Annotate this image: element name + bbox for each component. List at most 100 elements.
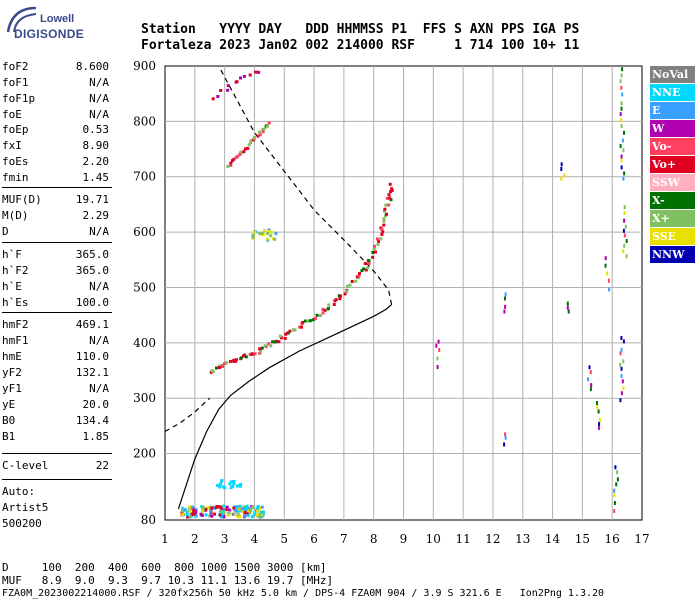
noise-echo-mark: [435, 343, 438, 348]
param-value: 1.85: [82, 430, 110, 443]
noise-echo-mark: [563, 173, 566, 178]
y-tick-label: 300: [133, 391, 156, 405]
es-echo-mark: [194, 508, 198, 512]
param-value: 2.29: [82, 209, 110, 222]
f2-echo-mark: [376, 242, 380, 246]
es-echo-mark: [213, 512, 217, 516]
param-fof1p: foF1p N/A: [2, 92, 109, 108]
upper-echo-mark: [242, 150, 246, 154]
es-echo-mark: [204, 508, 208, 512]
es-echo-mark: [245, 512, 249, 516]
mid-echo-mark: [267, 230, 271, 233]
param-label: B1: [2, 430, 16, 443]
noise-echo-mark: [504, 435, 507, 440]
upper-echo-mark: [258, 133, 262, 137]
x-tick-label: 10: [426, 532, 441, 546]
param-foe: foE N/A: [2, 108, 109, 124]
param-yf1: yF1 N/A: [2, 382, 109, 398]
top-echo-mark: [216, 95, 220, 98]
y-tick-label: 400: [133, 336, 156, 350]
noise-echo-mark: [620, 73, 623, 78]
f2-echo-mark: [384, 203, 388, 207]
f2-echo-mark: [239, 356, 243, 360]
noise-echo-mark: [620, 85, 623, 90]
noise-echo-mark: [625, 254, 628, 259]
es-echo-mark: [245, 504, 249, 508]
noise-echo-mark: [613, 488, 616, 493]
noise-echo-mark: [621, 379, 624, 384]
noise-echo-mark: [623, 211, 626, 215]
f2-echo-mark: [382, 209, 386, 213]
param-hmf2: hmF2 469.1: [2, 318, 109, 334]
f2-echo-mark: [339, 294, 343, 298]
f2-echo-mark: [357, 274, 361, 278]
f2-echo-mark: [372, 244, 376, 248]
es-echo-mark: [193, 512, 197, 516]
f2-echo-mark: [388, 182, 392, 186]
mid-echo-mark: [260, 231, 264, 235]
header-line-2: Fortaleza 2023 Jan02 002 214000 RSF 1 71…: [141, 38, 580, 53]
noise-echo-mark: [504, 292, 507, 297]
mid-echo-mark: [266, 231, 269, 235]
f2-echo-mark: [387, 203, 391, 207]
upper-echo-mark: [234, 155, 238, 159]
noise-echo-mark: [504, 432, 507, 437]
low-echo-mark: [238, 484, 242, 487]
top-echo-mark: [257, 70, 261, 74]
f2-echo-mark: [260, 346, 264, 350]
es-echo-mark: [220, 512, 224, 516]
upper-echo-mark: [240, 150, 244, 154]
es-echo-mark: [227, 513, 231, 517]
f2-echo-mark: [321, 311, 325, 315]
param-value: N/A: [89, 334, 109, 347]
f2-echo-mark: [273, 340, 277, 344]
es-echo-mark: [185, 510, 189, 514]
f2-echo-mark: [360, 269, 364, 273]
es-echo-mark: [255, 513, 259, 517]
param-fxi: fxI 8.90: [2, 139, 109, 155]
param-value: N/A: [89, 280, 109, 293]
es-echo-mark: [246, 514, 250, 518]
panel-divider: [2, 453, 112, 454]
f2-echo-mark: [298, 325, 302, 329]
noise-echo-mark: [622, 176, 625, 181]
noise-echo-mark: [619, 362, 622, 367]
f2-echo-mark: [358, 272, 361, 275]
f2-echo-mark: [248, 353, 252, 356]
legend-item-nnw: NNW: [650, 246, 695, 263]
param-label: h`F: [2, 248, 22, 261]
es-echo-mark: [241, 507, 245, 511]
low-echo-mark: [223, 486, 227, 490]
f2-echo-mark: [306, 319, 310, 323]
f2-echo-mark: [232, 358, 236, 362]
f2-echo-mark: [288, 329, 292, 333]
noise-echo-mark: [620, 101, 623, 106]
noise-echo-mark: [619, 351, 622, 356]
noise-echo-mark: [614, 465, 617, 470]
param-label: h`E: [2, 280, 22, 293]
f2-echo-mark: [318, 314, 322, 317]
es-echo-mark: [232, 506, 236, 510]
noise-echo-mark: [624, 224, 627, 229]
upper-echo-mark: [229, 163, 233, 167]
es-echo-mark: [189, 512, 193, 516]
noise-echo-mark: [623, 130, 625, 135]
es-echo-mark: [181, 512, 185, 516]
noise-echo-mark: [621, 92, 624, 97]
x-tick-label: 8: [370, 532, 378, 546]
mid-echo-mark: [253, 230, 257, 234]
noise-echo-mark: [619, 398, 622, 403]
f2-echo-mark: [372, 247, 376, 251]
noise-echo-mark: [623, 218, 626, 223]
f2-echo-mark: [293, 328, 297, 332]
f2-echo-mark: [300, 325, 303, 329]
param-d: D N/A: [2, 225, 109, 241]
f2-echo-mark: [376, 237, 379, 241]
es-echo-mark: [222, 515, 226, 519]
f2-echo-mark: [385, 212, 388, 216]
param-label: B0: [2, 414, 16, 427]
upper-echo-mark: [267, 121, 271, 125]
auto-line3: 500200: [2, 517, 42, 530]
param-label: yF1: [2, 382, 22, 395]
